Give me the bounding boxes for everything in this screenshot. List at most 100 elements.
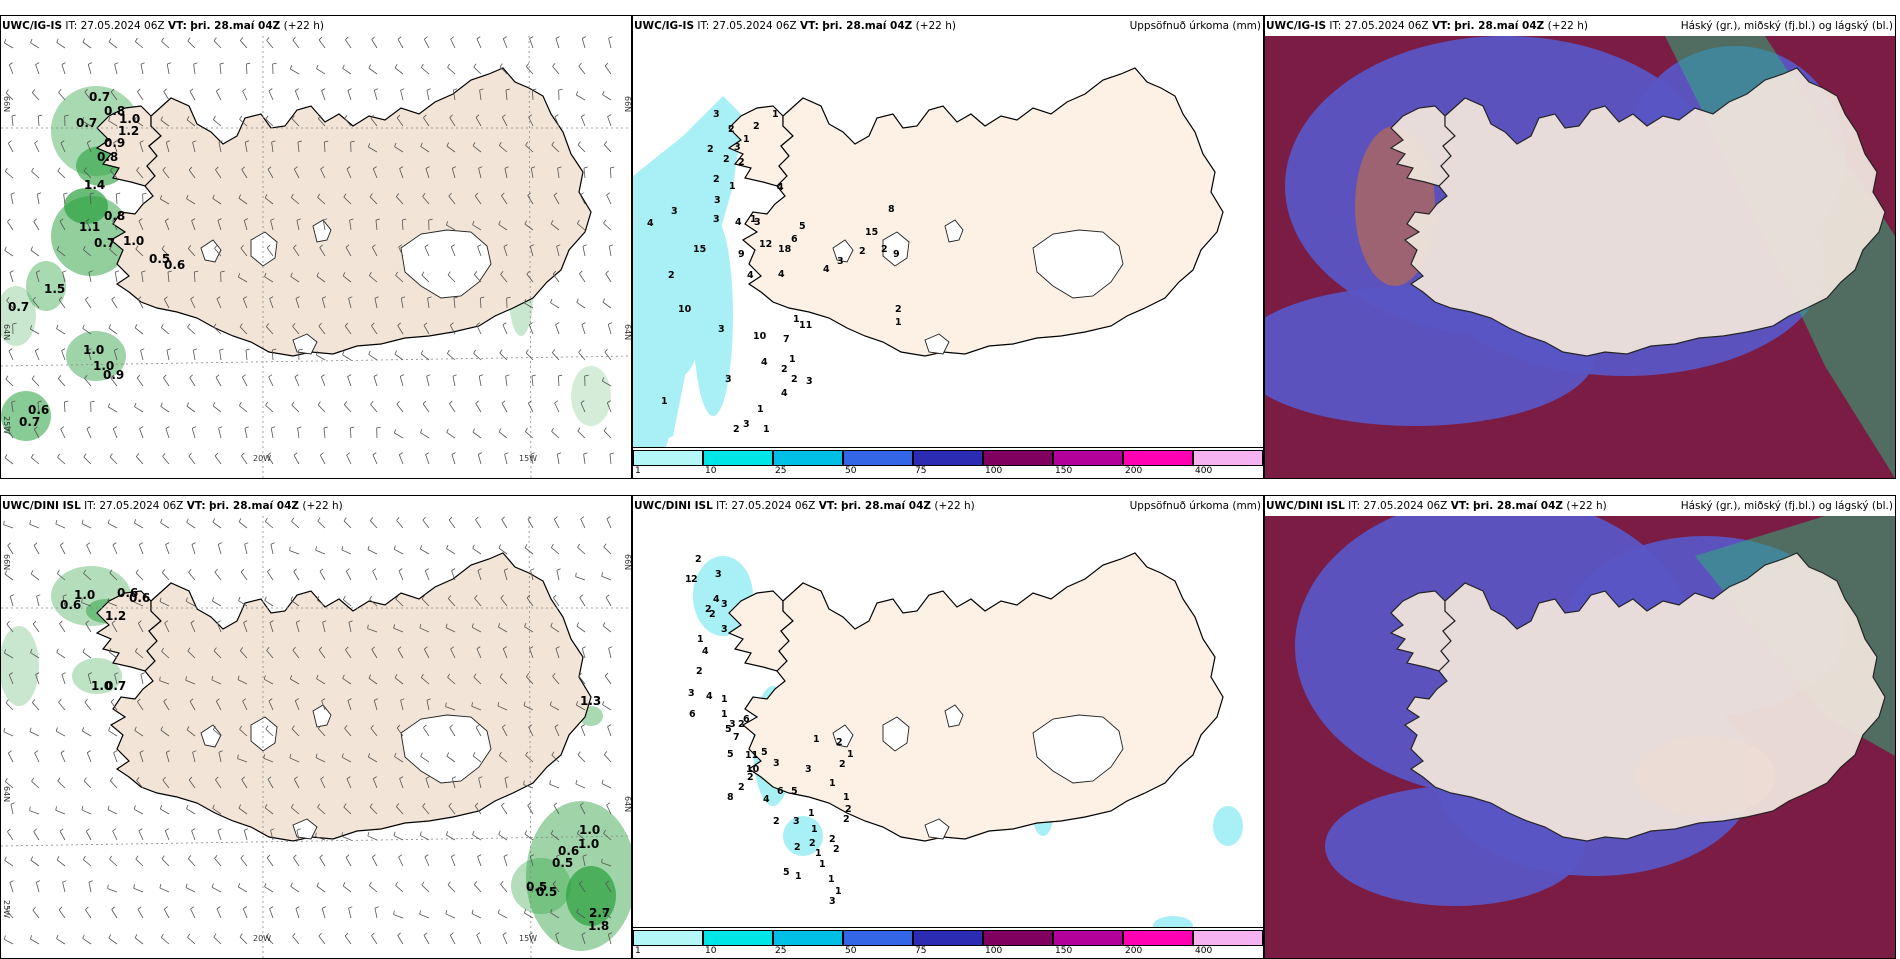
wind-barb-flag xyxy=(316,546,317,550)
wind-barb-flag xyxy=(82,727,83,731)
wind-barb-flag xyxy=(31,570,33,574)
wind-panel-dini: UWC/DINI ISL IT: 27.05.2024 06Z VT: þri.… xyxy=(0,495,632,959)
wind-barb-flag xyxy=(32,89,34,92)
wind-barb-flag xyxy=(271,543,275,544)
wind-barb xyxy=(399,571,403,580)
precip-value-label: 8 xyxy=(727,792,734,803)
wind-barb-flag xyxy=(345,933,348,936)
wind-barb xyxy=(141,64,143,74)
wind-barb xyxy=(240,41,247,48)
wind-barb-flag xyxy=(56,520,57,524)
wind-barb-flag xyxy=(579,63,582,66)
wind-barb-flag xyxy=(448,64,450,67)
wind-barb-flag xyxy=(398,933,401,936)
wind-barb xyxy=(33,624,39,632)
wind-barb xyxy=(398,39,403,48)
wind-barb-flag xyxy=(291,883,293,887)
wind-barb xyxy=(140,429,143,438)
lat-label-66n-right: 66N xyxy=(623,554,632,570)
wind-barb xyxy=(322,908,325,918)
wind-barb xyxy=(194,64,195,74)
wind-barb-flag xyxy=(239,518,241,522)
wind-barb-flag xyxy=(138,907,141,910)
wind-barb-flag xyxy=(425,569,428,571)
wind-barb xyxy=(292,521,299,528)
precip-value-label: 6 xyxy=(689,709,696,720)
wind-barb xyxy=(368,836,377,840)
wind-barb-flag xyxy=(373,453,376,455)
wind-barb-flag xyxy=(399,453,402,455)
colorbar-tick-label: 200 xyxy=(1125,946,1142,956)
wind-barb xyxy=(557,570,559,580)
panel-header: UWC/IG-IS IT: 27.05.2024 06Z VT: þri. 28… xyxy=(633,16,1263,36)
colorbar-segment xyxy=(633,930,703,946)
wind-barb-flag xyxy=(477,37,480,39)
wind-barb xyxy=(137,378,143,386)
wind-barb xyxy=(87,753,91,762)
wind-barb-flag xyxy=(576,573,577,577)
wind-barb xyxy=(345,40,351,48)
wind-barb xyxy=(556,325,559,334)
wind-barb-flag xyxy=(116,193,120,194)
wind-barb xyxy=(84,781,91,788)
wind-barb xyxy=(401,90,403,100)
value-label: 1.0 xyxy=(123,234,144,248)
wind-barb-flag xyxy=(34,543,37,546)
wind-barb-flag xyxy=(606,595,609,598)
wind-barb-flag xyxy=(291,597,293,601)
wind-barb xyxy=(220,64,221,74)
wind-barb xyxy=(447,549,455,554)
wind-barb-flag xyxy=(135,38,137,41)
wind-barb-flag xyxy=(112,297,115,300)
wind-barb xyxy=(576,577,585,580)
wind-barb xyxy=(370,521,377,528)
wind-barb xyxy=(83,652,91,658)
wind-barb-flag xyxy=(59,907,62,910)
wind-barb-flag xyxy=(447,429,449,433)
wind-barb xyxy=(82,731,91,736)
wind-barb xyxy=(34,222,39,230)
wind-barb xyxy=(320,455,325,464)
wind-barb xyxy=(136,859,143,866)
wind-barb xyxy=(213,120,221,126)
precip-value-label: 4 xyxy=(823,264,830,275)
wind-barb-flag xyxy=(35,141,38,143)
precip-value-label: 3 xyxy=(671,206,678,217)
wind-barb xyxy=(134,523,143,528)
wind-barb-flag xyxy=(498,910,499,914)
wind-barb-flag xyxy=(136,570,138,573)
wind-barb xyxy=(504,856,507,866)
precip-value-label: 4 xyxy=(735,217,742,228)
wind-barb xyxy=(500,353,507,360)
wind-barb xyxy=(87,545,91,554)
wind-barb-flag xyxy=(10,595,14,597)
wind-barb-flag xyxy=(290,65,291,69)
wind-barb-flag xyxy=(108,520,109,524)
precip-value-label: 2 xyxy=(773,816,780,827)
wind-barb-flag xyxy=(110,777,112,780)
iceland-landmass xyxy=(743,68,1223,356)
wind-barb xyxy=(113,831,117,840)
wind-barb xyxy=(32,781,39,788)
precip-contour-blob xyxy=(1,626,39,706)
wind-barb-flag xyxy=(160,884,161,888)
panel-header: UWC/DINI ISL IT: 27.05.2024 06Z VT: þri.… xyxy=(1265,496,1895,516)
wind-barb-flag xyxy=(166,427,170,429)
precip-value-label: 9 xyxy=(893,249,900,260)
wind-barb xyxy=(31,43,39,48)
wind-barb-flag xyxy=(319,933,322,936)
wind-barb xyxy=(10,272,13,282)
wind-barb xyxy=(32,93,39,100)
wind-barb-flag xyxy=(451,855,454,857)
wind-barb-flag xyxy=(111,699,114,702)
wind-barb xyxy=(423,520,429,528)
wind-barb xyxy=(32,171,39,178)
wind-barb-flag xyxy=(32,699,34,702)
precip-value-label: 2 xyxy=(753,121,760,132)
wind-barb xyxy=(372,857,377,866)
value-label: 0.8 xyxy=(97,150,118,164)
wind-barb-flag xyxy=(293,37,296,40)
wind-barb-flag xyxy=(499,428,501,432)
value-label: 0.7 xyxy=(89,90,110,104)
wind-barb-flag xyxy=(6,90,8,93)
